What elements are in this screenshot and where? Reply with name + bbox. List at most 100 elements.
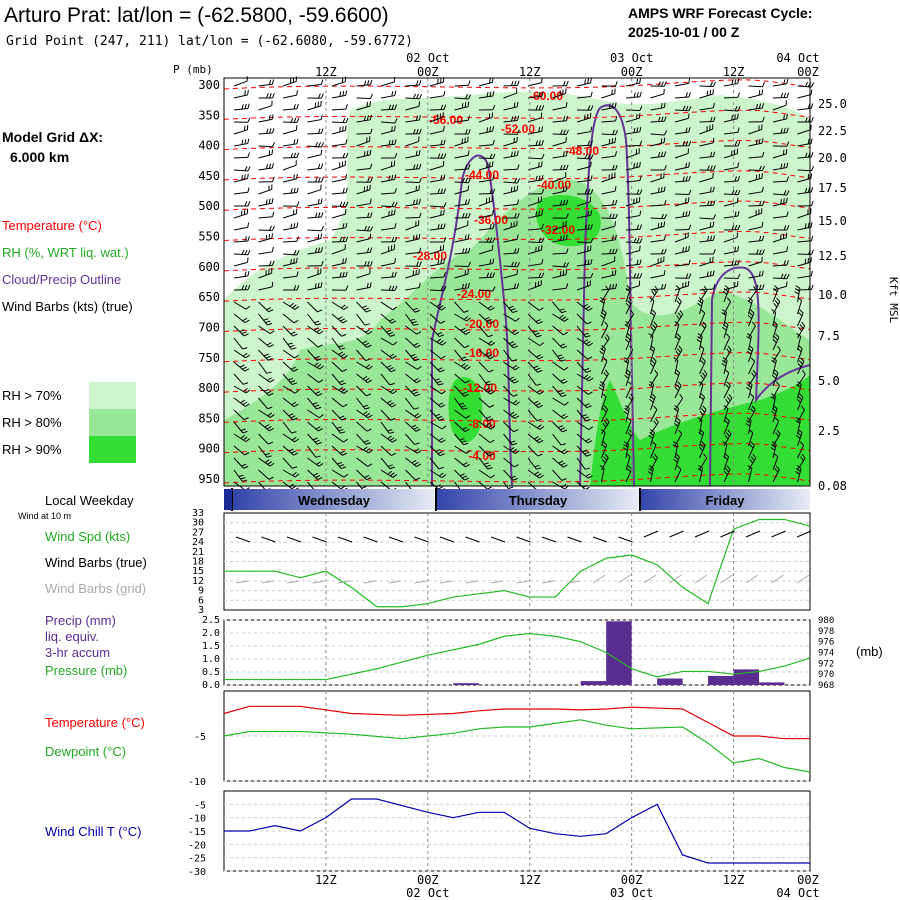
wind-barb — [429, 90, 446, 99]
wind-barb — [233, 187, 250, 195]
legend-rh80-swatch — [89, 409, 136, 436]
pressure-tick-label: 550 — [198, 230, 220, 244]
wind-barb — [282, 409, 298, 421]
wind-barb — [307, 141, 325, 148]
pressure-tick-label: 400 — [198, 139, 220, 153]
wind-barb — [772, 127, 789, 135]
wind-barb — [674, 417, 681, 435]
wind-barb — [601, 248, 618, 255]
pressure-tick-label: 972 — [818, 659, 834, 669]
wind-barb — [748, 321, 756, 339]
wind-barb — [527, 361, 543, 373]
wind-barb — [552, 199, 569, 207]
wind-barb — [380, 285, 398, 291]
wind-barb — [307, 409, 324, 419]
pressure-tick-label: 800 — [198, 381, 220, 395]
wind-barb — [797, 257, 812, 267]
wind-barb — [601, 186, 617, 195]
wind-barb — [258, 100, 273, 111]
wind-barb — [552, 150, 568, 159]
wind-barb — [233, 208, 249, 219]
bottom-date-label: 04 Oct — [776, 886, 819, 900]
surface-wind-barb — [516, 536, 531, 543]
wind-barb — [331, 236, 349, 243]
wind-barb — [552, 457, 568, 468]
isotherm-line — [223, 352, 811, 363]
chill-tick-label: -20 — [188, 840, 206, 851]
bottom-hour-label: 00Z — [797, 873, 819, 887]
wind-barb — [503, 115, 520, 123]
wind-barb — [795, 417, 801, 435]
wind-barb — [331, 361, 347, 372]
wind-barb — [699, 453, 708, 471]
wind-barb — [601, 441, 608, 459]
wind-barb — [429, 258, 446, 267]
wind-barb — [552, 115, 569, 123]
surface-wind-barb — [618, 536, 633, 543]
isotherm-line — [223, 140, 811, 151]
wind-barb — [527, 210, 543, 219]
wind-barb — [601, 357, 608, 375]
wind-barb — [723, 224, 741, 231]
wind-barb — [405, 457, 422, 468]
wind-barb — [527, 385, 544, 395]
wind-barb — [625, 210, 642, 219]
precip-tick-label: 2.0 — [202, 628, 220, 639]
wind-barb — [429, 325, 445, 338]
wind-barb — [405, 212, 422, 219]
wind-barb — [748, 138, 764, 147]
wind-barb — [625, 148, 640, 159]
pressure-tick-label: 976 — [818, 638, 834, 648]
wind-barb — [356, 337, 372, 348]
wind-barb — [650, 137, 666, 147]
wind-barb — [625, 113, 641, 123]
wind-barb — [527, 409, 542, 422]
wind-barb — [772, 78, 789, 87]
height-tick-label: 20.0 — [818, 151, 847, 165]
wind-barb — [674, 393, 684, 411]
wind-barb — [552, 164, 569, 171]
wind-barb — [258, 211, 275, 219]
wind-barb — [698, 429, 705, 447]
wind-barb — [625, 78, 641, 87]
wind-barb — [233, 222, 250, 231]
wind-barb — [233, 469, 248, 482]
wind-barb — [723, 246, 739, 255]
wind-barb — [503, 199, 520, 207]
wind-barb — [674, 113, 690, 123]
wind-chill-line — [224, 798, 810, 864]
wind-barb — [723, 453, 730, 471]
wind-barb — [527, 421, 545, 430]
wind-barb — [503, 385, 518, 397]
wind-barb — [772, 190, 790, 196]
wind-barb — [429, 174, 446, 183]
wind-barb — [405, 421, 421, 432]
wind-barb — [282, 173, 298, 183]
precip-bar — [580, 681, 607, 685]
wind-barb — [503, 409, 520, 419]
wind-barb — [405, 261, 422, 267]
wind-barb — [380, 244, 395, 255]
wind-barb — [674, 140, 692, 147]
wind-barb — [528, 105, 545, 111]
wind-barb — [478, 373, 493, 386]
wind-barb — [748, 81, 765, 88]
wind-barb — [797, 208, 812, 219]
wind-barb — [650, 81, 667, 87]
wind-barb — [258, 361, 272, 374]
wind-barb — [356, 313, 370, 326]
wind-barb — [454, 234, 470, 243]
grid-wind-barb — [235, 580, 249, 584]
wind-barb — [233, 257, 249, 267]
wind-barb — [527, 325, 542, 338]
wind-barb — [625, 417, 632, 435]
wind-barb — [356, 114, 372, 123]
wind-barb — [797, 235, 814, 243]
wind-barb — [552, 301, 567, 314]
wind-barb — [356, 373, 373, 384]
wind-tick-label: 33 — [192, 508, 204, 519]
wind-barb — [699, 235, 716, 243]
precip-bar — [759, 682, 785, 685]
wind-barb — [405, 150, 421, 159]
